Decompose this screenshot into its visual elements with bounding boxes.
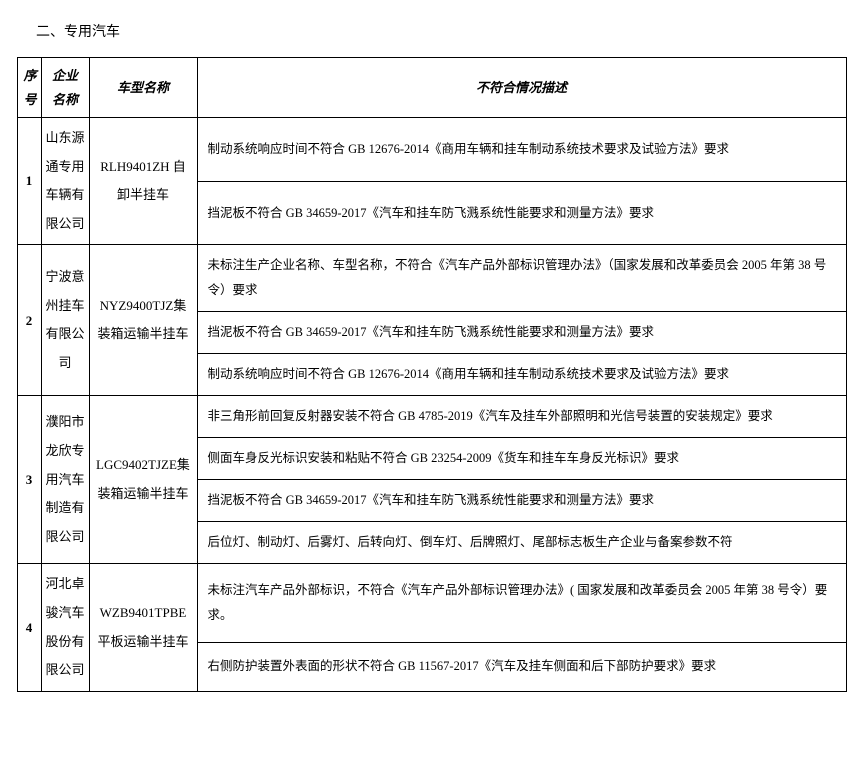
table-row: 2宁波意州挂车有限公司NYZ9400TJZ集装箱运输半挂车未标注生产企业名称、车… [17,245,846,312]
header-desc: 不符合情况描述 [197,58,846,118]
spec-vehicle-table: 序号 企业名称 车型名称 不符合情况描述 1山东源通专用车辆有限公司RLH940… [17,57,847,692]
table-row: 1山东源通专用车辆有限公司RLH9401ZH 自卸半挂车制动系统响应时间不符合 … [17,117,846,181]
header-num: 序号 [17,58,41,118]
cell-num: 4 [17,564,41,691]
cell-desc: 挡泥板不符合 GB 34659-2017《汽车和挂车防飞溅系统性能要求和测量方法… [197,480,846,522]
cell-model: RLH9401ZH 自卸半挂车 [89,117,197,244]
cell-desc: 后位灯、制动灯、后雾灯、后转向灯、倒车灯、后牌照灯、尾部标志板生产企业与备案参数… [197,522,846,564]
table-row: 4河北卓骏汽车股份有限公司WZB9401TPBE平板运输半挂车未标注汽车产品外部… [17,564,846,642]
cell-desc: 未标注汽车产品外部标识，不符合《汽车产品外部标识管理办法》( 国家发展和改革委员… [197,564,846,642]
cell-desc: 右侧防护装置外表面的形状不符合 GB 11567-2017《汽车及挂车侧面和后下… [197,642,846,691]
cell-desc: 制动系统响应时间不符合 GB 12676-2014《商用车辆和挂车制动系统技术要… [197,117,846,181]
cell-num: 3 [17,396,41,564]
cell-desc: 未标注生产企业名称、车型名称，不符合《汽车产品外部标识管理办法》（国家发展和改革… [197,245,846,312]
header-model: 车型名称 [89,58,197,118]
table-header-row: 序号 企业名称 车型名称 不符合情况描述 [17,58,846,118]
cell-desc: 挡泥板不符合 GB 34659-2017《汽车和挂车防飞溅系统性能要求和测量方法… [197,181,846,245]
cell-model: NYZ9400TJZ集装箱运输半挂车 [89,245,197,396]
table-row: 3濮阳市龙欣专用汽车制造有限公司LGC9402TJZE集装箱运输半挂车非三角形前… [17,396,846,438]
cell-desc: 挡泥板不符合 GB 34659-2017《汽车和挂车防飞溅系统性能要求和测量方法… [197,312,846,354]
cell-model: WZB9401TPBE平板运输半挂车 [89,564,197,691]
cell-company: 河北卓骏汽车股份有限公司 [41,564,89,691]
header-company: 企业名称 [41,58,89,118]
cell-num: 2 [17,245,41,396]
cell-company: 濮阳市龙欣专用汽车制造有限公司 [41,396,89,564]
cell-model: LGC9402TJZE集装箱运输半挂车 [89,396,197,564]
section-title: 二、专用汽车 [36,20,847,45]
cell-company: 宁波意州挂车有限公司 [41,245,89,396]
cell-desc: 制动系统响应时间不符合 GB 12676-2014《商用车辆和挂车制动系统技术要… [197,354,846,396]
cell-desc: 侧面车身反光标识安装和粘贴不符合 GB 23254-2009《货车和挂车车身反光… [197,438,846,480]
cell-company: 山东源通专用车辆有限公司 [41,117,89,244]
cell-num: 1 [17,117,41,244]
cell-desc: 非三角形前回复反射器安装不符合 GB 4785-2019《汽车及挂车外部照明和光… [197,396,846,438]
